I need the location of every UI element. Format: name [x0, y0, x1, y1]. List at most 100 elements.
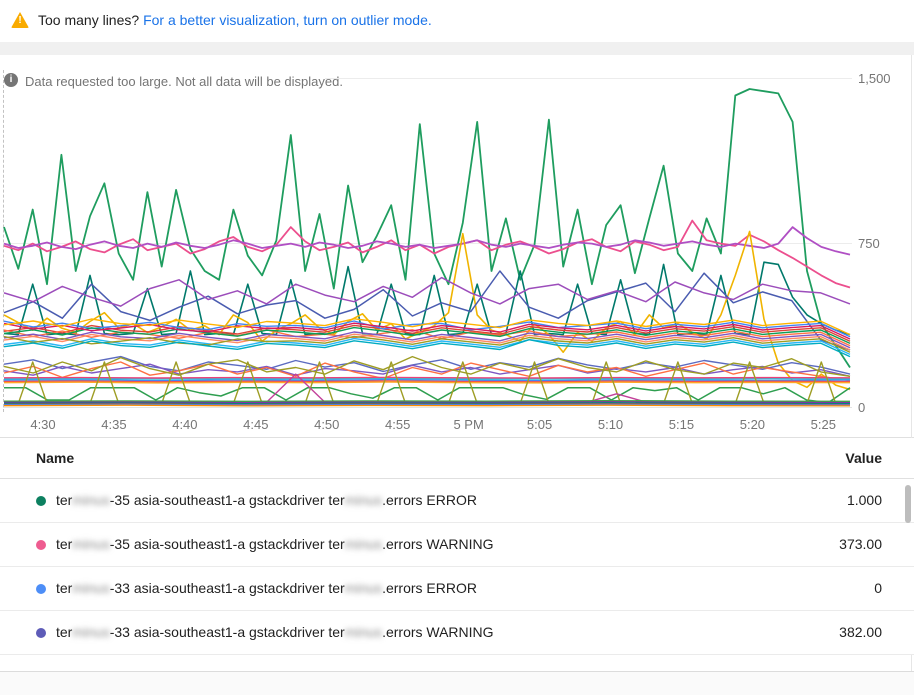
- banner-message: Too many lines? For a better visualizati…: [38, 12, 432, 28]
- legend-header-row: Name Value: [0, 438, 914, 479]
- name-text: .errors ERROR: [382, 492, 477, 508]
- series-color-dot: [36, 584, 46, 594]
- redacted-text: minus: [72, 492, 110, 508]
- x-tick-label: 4:30: [30, 417, 56, 432]
- legend-row[interactable]: ter minus-35 asia-southeast1-a gstackdriv…: [0, 523, 914, 567]
- x-tick-label: 4:55: [385, 417, 411, 432]
- redacted-text: minus: [344, 580, 383, 596]
- series-bottom-violet: [3, 400, 851, 403]
- name-text: -33 asia-southeast1-a gstackdriver ter: [109, 580, 345, 596]
- series-slate-blue-spiky: [3, 270, 851, 351]
- y-tick-label: 0: [858, 400, 866, 415]
- series-orchid-750-band: [3, 226, 851, 256]
- series-color-dot: [36, 540, 46, 550]
- series-band-cyan: [3, 339, 851, 358]
- series-flat-cyan: [3, 377, 851, 380]
- redacted-text: minus: [344, 536, 383, 552]
- series-band-olive: [3, 335, 851, 353]
- series-bottom-orange: [3, 404, 851, 407]
- name-text: ter: [56, 580, 73, 596]
- series-name: terminus-33 asia-southeast1-a gstackdriv…: [56, 624, 494, 640]
- outlier-mode-link[interactable]: For a better visualization, turn on outl…: [143, 12, 432, 28]
- series-band-amber: [3, 318, 851, 336]
- series-color-dot: [36, 628, 46, 638]
- chart-legend-divider: [0, 437, 914, 438]
- series-band-orange: [3, 329, 851, 347]
- legend-scrollbar-thumb[interactable]: [905, 485, 911, 523]
- series-name: terminus-35 asia-southeast1-a gstackdriv…: [56, 492, 477, 508]
- series-wavy-blue: [3, 355, 851, 375]
- redacted-text: minus: [344, 492, 383, 508]
- series-green-squarewave: [4, 386, 851, 404]
- bottom-background: [0, 671, 914, 695]
- legend-value-column-header: Value: [845, 450, 882, 466]
- name-text: ter: [56, 624, 73, 640]
- series-band-lightblue: [3, 337, 851, 356]
- series-band-blue: [3, 320, 851, 338]
- redacted-text: minus: [72, 624, 110, 640]
- series-wavy-orange: [3, 361, 851, 382]
- gridline-750: [3, 243, 852, 244]
- x-tick-label: 4:50: [314, 417, 340, 432]
- series-band-green: [3, 326, 851, 345]
- background-gap: [0, 42, 914, 55]
- series-name: ter minus-35 asia-southeast1-a gstackdriv…: [56, 536, 494, 552]
- banner-text: Too many lines?: [38, 12, 140, 28]
- series-bottom-red: [3, 402, 851, 405]
- series-flat-blue: [3, 378, 851, 382]
- series-flat-pink: [3, 376, 851, 379]
- x-tick-label: 5:20: [739, 417, 766, 432]
- series-violet-upper-zigzag: [3, 276, 851, 307]
- y-tick-label: 1,500: [858, 71, 891, 86]
- series-flat-orange: [3, 381, 851, 384]
- x-tick-label: 5:10: [597, 417, 624, 432]
- series-color-dot: [36, 496, 46, 506]
- series-bottom-green: [3, 399, 851, 402]
- name-text: .errors WARNING: [382, 536, 494, 552]
- x-tick-label: 4:35: [101, 417, 127, 432]
- x-tick-label: 5:15: [668, 417, 695, 432]
- timeseries-chart[interactable]: [0, 0, 914, 437]
- name-text: ter: [56, 536, 73, 552]
- series-magenta-low: [3, 373, 851, 404]
- series-value: 0: [874, 580, 882, 596]
- series-olive-spike-train: [4, 361, 850, 405]
- legend-row[interactable]: terminus-33 asia-southeast1-a gstackdriv…: [0, 567, 914, 611]
- name-text: -33 asia-southeast1-a gstackdriver ter: [109, 624, 345, 640]
- series-band-violet: [3, 331, 851, 349]
- legend-rows: terminus-35 asia-southeast1-a gstackdriv…: [0, 479, 914, 655]
- chart-left-dashed-line: [3, 70, 4, 412]
- redacted-text: minus: [72, 580, 110, 596]
- redacted-text: minus: [344, 624, 383, 640]
- series-band-red: [3, 324, 851, 342]
- series-flat-red: [3, 380, 851, 383]
- name-text: -35 asia-southeast1-a gstackdriver ter: [109, 492, 345, 508]
- x-tick-label: 5:25: [810, 417, 836, 432]
- name-text: .errors ERROR: [382, 580, 477, 596]
- series-bottom-teal: [3, 401, 851, 404]
- series-pink-750-band: [3, 219, 851, 289]
- data-too-large-message: Data requested too large. Not all data w…: [25, 74, 343, 89]
- series-gold: [3, 230, 851, 391]
- series-wavy-olive: [3, 355, 851, 377]
- info-icon: i: [4, 73, 18, 87]
- series-band-magenta: [3, 322, 851, 340]
- warning-icon: !: [11, 12, 29, 28]
- name-text: -35 asia-southeast1-a gstackdriver ter: [109, 536, 345, 552]
- series-name: terminus-33 asia-southeast1-a gstackdriv…: [56, 580, 477, 596]
- series-value: 382.00: [839, 624, 882, 640]
- x-tick-label: 4:45: [243, 417, 269, 432]
- legend-name-column-header: Name: [36, 450, 75, 466]
- too-many-lines-banner: ! Too many lines? For a better visualiza…: [0, 0, 914, 42]
- x-tick-label: 4:40: [172, 417, 198, 432]
- gridline-1500: [325, 78, 852, 79]
- series-band-coral: [3, 333, 851, 351]
- legend-row[interactable]: terminus-35 asia-southeast1-a gstackdriv…: [0, 479, 914, 523]
- series-value: 373.00: [839, 536, 882, 552]
- y-tick-label: 750: [858, 235, 880, 251]
- card-right-edge: [911, 55, 912, 671]
- series-green-spiky-top: [3, 88, 851, 368]
- legend-row[interactable]: terminus-33 asia-southeast1-a gstackdriv…: [0, 611, 914, 655]
- name-text: ter: [56, 492, 73, 508]
- gridline-0: [3, 407, 852, 408]
